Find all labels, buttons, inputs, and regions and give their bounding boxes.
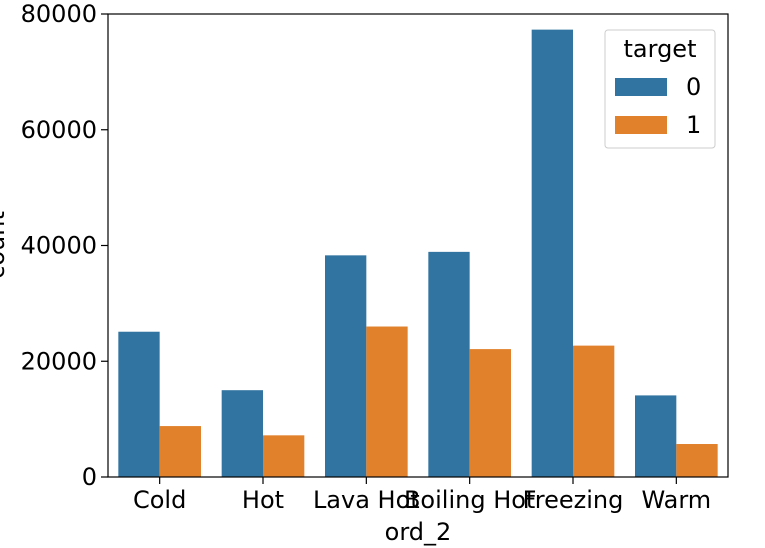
legend-title: target <box>624 35 697 63</box>
y-axis-label: count <box>0 211 10 279</box>
y-tick-label: 80000 <box>21 0 97 28</box>
x-axis-label: ord_2 <box>385 518 452 546</box>
legend: target 0 1 <box>604 29 716 149</box>
bar-lava-hot-target-1 <box>366 326 408 477</box>
legend-label-0: 0 <box>686 73 701 101</box>
bar-hot-target-1 <box>263 435 305 477</box>
bar-cold-target-0 <box>118 331 160 477</box>
bar-warm-target-0 <box>635 395 677 477</box>
x-tick-label: Lava Hot <box>313 486 420 514</box>
x-tick-label: Boiling Hot <box>404 486 535 514</box>
x-tick-label: Warm <box>641 486 711 514</box>
y-tick-label: 0 <box>82 463 97 491</box>
bar-warm-target-1 <box>676 444 718 477</box>
y-tick-label: 20000 <box>21 347 97 375</box>
y-axis: 0 20000 40000 60000 80000 <box>21 0 108 491</box>
bar-boiling-hot-target-0 <box>428 251 470 477</box>
bar-boiling-hot-target-1 <box>469 349 511 477</box>
legend-label-1: 1 <box>686 111 701 139</box>
legend-swatch-1 <box>615 116 667 134</box>
y-tick-label: 40000 <box>21 232 97 260</box>
legend-swatch-0 <box>615 78 667 96</box>
x-tick-label: Cold <box>133 486 186 514</box>
x-tick-label: Hot <box>242 486 284 514</box>
bar-freezing-target-0 <box>531 29 573 477</box>
bar-hot-target-0 <box>221 390 263 477</box>
bars-group <box>118 29 718 477</box>
y-tick-label: 60000 <box>21 116 97 144</box>
bar-freezing-target-1 <box>573 345 615 477</box>
x-tick-label: Freezing <box>523 486 624 514</box>
bar-lava-hot-target-0 <box>325 255 367 477</box>
bar-cold-target-1 <box>159 426 201 477</box>
